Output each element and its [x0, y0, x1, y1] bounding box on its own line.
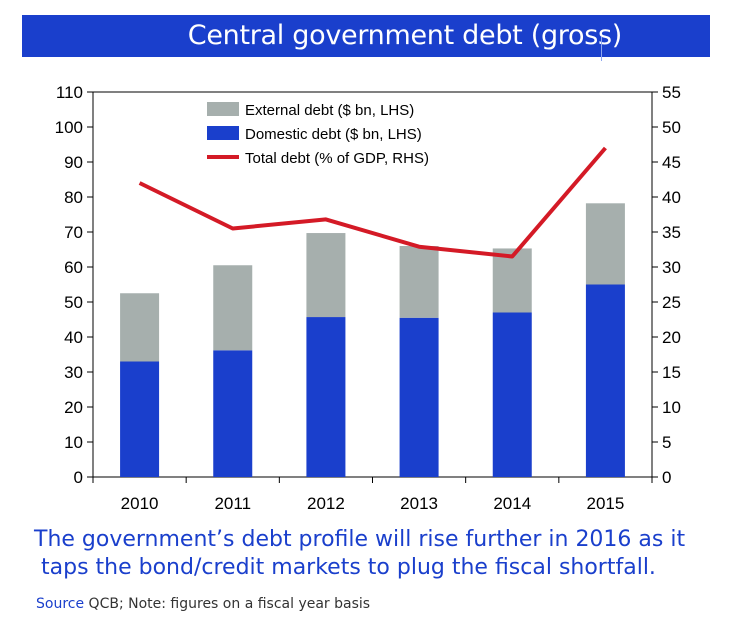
- x-tick-label: 2014: [493, 494, 531, 513]
- x-tick-label: 2015: [587, 494, 625, 513]
- y-right-tick-label: 40: [662, 188, 681, 207]
- x-tick-label: 2013: [400, 494, 438, 513]
- bar-domestic-2015: [585, 284, 625, 477]
- legend-swatch-external: [207, 102, 239, 116]
- chart-legend: External debt ($ bn, LHS) Domestic debt (…: [207, 102, 429, 167]
- y-left-tick-label: 50: [64, 293, 83, 312]
- y-right-tick-label: 45: [662, 153, 681, 172]
- line-total-debt: [138, 146, 607, 259]
- caption-line-1: The government’s debt profile will rise …: [34, 527, 686, 552]
- y-left-tick-label: 30: [64, 363, 83, 382]
- x-tick-label: 2012: [307, 494, 345, 513]
- caption-line-2: taps the bond/credit markets to plug the…: [41, 555, 656, 580]
- y-right-tick-label: 50: [662, 118, 681, 137]
- source-note: Source QCB; Note: figures on a fiscal ye…: [36, 596, 370, 612]
- legend-label: Total debt (% of GDP, RHS): [245, 150, 429, 167]
- y-left-tick-label: 70: [64, 223, 83, 242]
- y-right-tick-label: 35: [662, 223, 681, 242]
- bar-external-2014: [492, 248, 532, 313]
- y-right-tick-label: 15: [662, 363, 681, 382]
- y-right-tick-label: 5: [662, 433, 671, 452]
- chart-line: [138, 146, 607, 259]
- legend-swatch-domestic: [207, 126, 239, 140]
- y-right-tick-label: 20: [662, 328, 681, 347]
- y-right-tick-label: 30: [662, 258, 681, 277]
- bar-external-2015: [585, 203, 625, 285]
- source-text: QCB; Note: figures on a fiscal year basi…: [84, 596, 371, 612]
- y-right-tick-label: 55: [662, 83, 681, 102]
- y-left-tick-label: 80: [64, 188, 83, 207]
- source-label: Source: [36, 596, 85, 612]
- title-divider: [601, 37, 602, 61]
- legend-label: External debt ($ bn, LHS): [245, 102, 414, 119]
- y-left-tick-label: 20: [64, 398, 83, 417]
- chart-bars: [120, 203, 625, 477]
- chart-axes: 0 10 20 30 40 50 60 70 80 90 100 110 0 5 10 15 20 25 30 35 4…: [55, 83, 681, 513]
- bar-domestic-2011: [213, 350, 253, 477]
- x-tick-label: 2011: [214, 494, 251, 513]
- chart-title: Central government debt (gross): [187, 20, 623, 51]
- y-left-tick-label: 40: [64, 328, 83, 347]
- bar-external-2012: [306, 233, 346, 318]
- bar-external-2010: [120, 293, 160, 362]
- y-left-tick-label: 0: [74, 468, 83, 487]
- bar-domestic-2012: [306, 317, 346, 477]
- y-right-tick-label: 0: [662, 468, 671, 487]
- caption: The government’s debt profile will rise …: [34, 526, 734, 582]
- bar-external-2013: [399, 246, 439, 318]
- y-left-tick-label: 90: [64, 153, 83, 172]
- y-left-tick-label: 110: [56, 83, 83, 102]
- bar-domestic-2014: [492, 312, 532, 477]
- y-left-tick-label: 10: [64, 433, 83, 452]
- bar-domestic-2010: [120, 361, 160, 477]
- y-right-tick-label: 10: [662, 398, 681, 417]
- bar-domestic-2013: [399, 317, 439, 477]
- bar-external-2011: [213, 265, 253, 351]
- legend-label: Domestic debt ($ bn, LHS): [245, 126, 422, 143]
- y-left-tick-label: 60: [64, 258, 83, 277]
- y-right-tick-label: 25: [662, 293, 681, 312]
- title-bar: Central government debt (gross): [22, 15, 710, 61]
- x-tick-label: 2010: [121, 494, 159, 513]
- debt-chart: 0 10 20 30 40 50 60 70 80 90 100 110 0 5 10 15 20 25 30 35 4…: [55, 83, 681, 513]
- y-left-tick-label: 100: [55, 118, 83, 137]
